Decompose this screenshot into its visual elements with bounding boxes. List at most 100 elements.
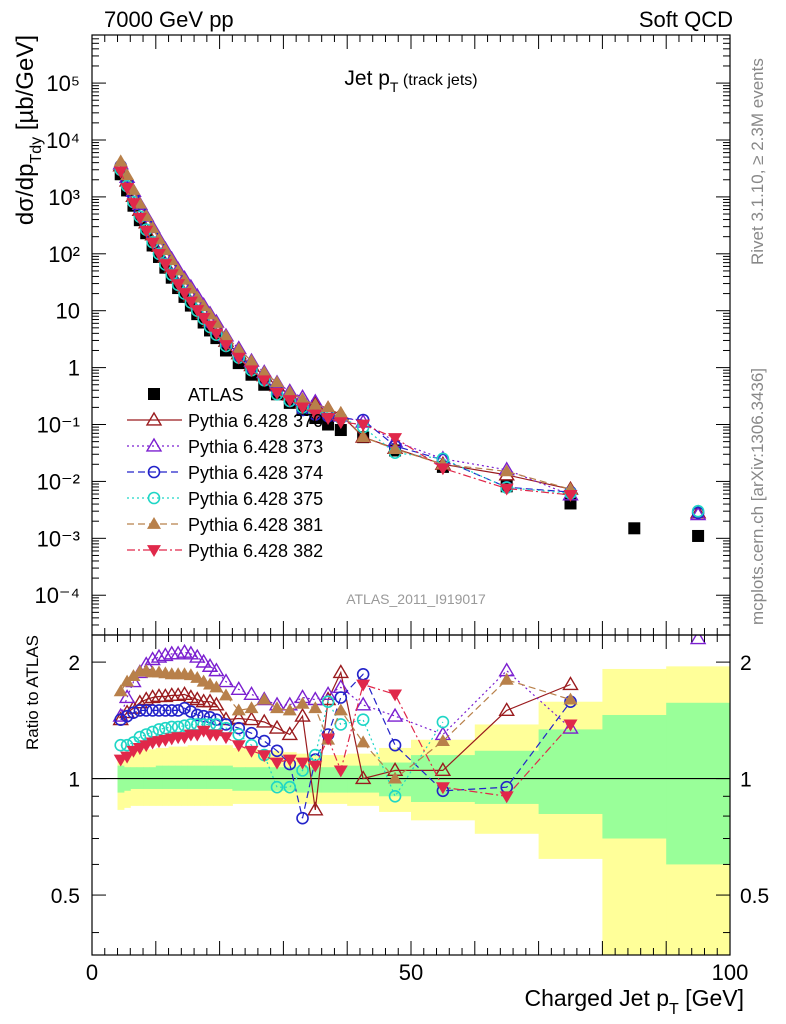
ratio-point xyxy=(294,707,311,722)
mcplots-reference-label: mcplots.cern.ch [arXiv:1306.3436] xyxy=(748,368,767,625)
data-point xyxy=(113,154,128,167)
analysis-watermark: ATLAS_2011_I919017 xyxy=(346,591,486,607)
ratio-point xyxy=(257,750,272,763)
legend-entry-pythia-6-428-373: Pythia 6.428 373 xyxy=(127,437,323,457)
ratio-point xyxy=(308,760,323,773)
ratio-point xyxy=(499,791,514,804)
inner-band-bin xyxy=(321,767,335,793)
ratio-point xyxy=(146,725,159,739)
inner-band-bin xyxy=(187,765,195,789)
ratio-point xyxy=(120,751,135,764)
ratio-point xyxy=(218,732,233,745)
ratio-point xyxy=(244,745,259,758)
data-point xyxy=(218,328,233,341)
axis-ticks xyxy=(91,34,731,955)
ratio-point xyxy=(118,689,136,704)
y-axis-label-top: dσ/dpTdy [µb/GeV] xyxy=(12,35,45,225)
data-point xyxy=(282,385,297,398)
data-point xyxy=(120,182,135,195)
data-point xyxy=(164,269,179,282)
inner-band-bin xyxy=(155,765,163,789)
ratio-point xyxy=(217,673,235,688)
data-point xyxy=(333,405,348,418)
ratio-point xyxy=(321,695,335,709)
ratio-point xyxy=(257,734,271,748)
ratio-point xyxy=(144,689,161,704)
ratio-point xyxy=(232,721,246,735)
data-point xyxy=(334,424,347,437)
ratio-point xyxy=(563,719,578,732)
ratio-point xyxy=(208,696,225,711)
ratio-point xyxy=(562,676,579,691)
data-point xyxy=(689,506,707,521)
data-point xyxy=(691,504,705,518)
ratio-point xyxy=(159,704,172,717)
data-point xyxy=(270,387,285,400)
ratio-point xyxy=(333,765,348,778)
ratio-point xyxy=(693,619,704,630)
ratio-point xyxy=(169,687,187,702)
ratio-point xyxy=(182,645,200,660)
series-pythia-6-428-382 xyxy=(113,166,578,502)
ratio-point xyxy=(139,704,153,717)
data-point xyxy=(244,354,259,367)
ratio-pythia-6-428-374 xyxy=(114,619,704,825)
y-tick-label: 10³ xyxy=(48,185,80,210)
data-point xyxy=(145,237,160,250)
legend-entry-pythia-6-428-370: Pythia 6.428 370 xyxy=(127,411,323,431)
rivet-version-label: Rivet 3.1.10, ≥ 2.3M events xyxy=(748,58,767,265)
ratio-point xyxy=(307,801,324,816)
y-tick-label: 10² xyxy=(48,242,80,267)
ratio-point xyxy=(230,681,247,696)
data-point xyxy=(203,320,218,333)
ratio-point xyxy=(120,709,134,723)
ratio-point xyxy=(388,738,402,752)
series-atlas xyxy=(114,168,705,542)
ratio-point xyxy=(152,704,166,717)
legend-marker xyxy=(148,388,160,400)
ratio-point xyxy=(243,711,260,726)
inner-band-bin xyxy=(602,714,667,839)
ratio-point xyxy=(113,684,128,697)
ratio-point xyxy=(231,740,246,753)
ratio-point xyxy=(231,703,246,716)
data-point xyxy=(231,352,246,365)
x-axis-label: Charged Jet pT [GeV] xyxy=(525,985,744,1018)
y-axis-label-ratio: Ratio to ATLAS xyxy=(23,635,42,750)
ratio-point xyxy=(283,780,297,794)
ratio-point xyxy=(693,619,704,630)
ratio-point xyxy=(282,703,297,716)
ratio-point xyxy=(435,734,450,746)
legend-entry-pythia-6-428-382: Pythia 6.428 382 xyxy=(127,541,323,561)
ratio-point xyxy=(189,648,206,663)
ratio-point xyxy=(245,726,258,740)
y-tick-label: 10 xyxy=(56,299,80,324)
ratio-point xyxy=(435,782,450,795)
data-point xyxy=(177,288,192,300)
ratio-point xyxy=(201,657,219,672)
series-line xyxy=(121,170,698,512)
data-point xyxy=(126,183,141,195)
ratio-point xyxy=(184,718,198,731)
data-point xyxy=(270,375,285,388)
legend-label: Pythia 6.428 370 xyxy=(188,411,323,431)
y-tick-label: 10⁻⁴ xyxy=(34,583,80,608)
ratio-point xyxy=(434,762,452,776)
ratio-point xyxy=(308,748,322,762)
ratio-point xyxy=(270,744,284,758)
data-point xyxy=(499,464,514,477)
header-right: Soft QCD xyxy=(639,7,733,32)
data-point xyxy=(209,328,224,341)
data-point xyxy=(257,375,272,388)
axis-tick-labels: 10⁵ 10⁴ 10³ 10² 10 1 10⁻¹ 10⁻² 10⁻³ 10⁻⁴ 0.5 0.5 1 1 2… xyxy=(34,71,769,985)
data-point xyxy=(692,529,705,542)
ratio-point xyxy=(333,703,348,716)
legend-marker xyxy=(147,517,161,529)
y-tick-label: 10⁻¹ xyxy=(37,413,80,438)
ratio-point xyxy=(436,715,450,729)
ratio-point xyxy=(334,691,348,704)
ratio-point xyxy=(201,693,219,708)
ratio-point xyxy=(127,706,140,720)
inner-band-bin xyxy=(219,765,233,789)
